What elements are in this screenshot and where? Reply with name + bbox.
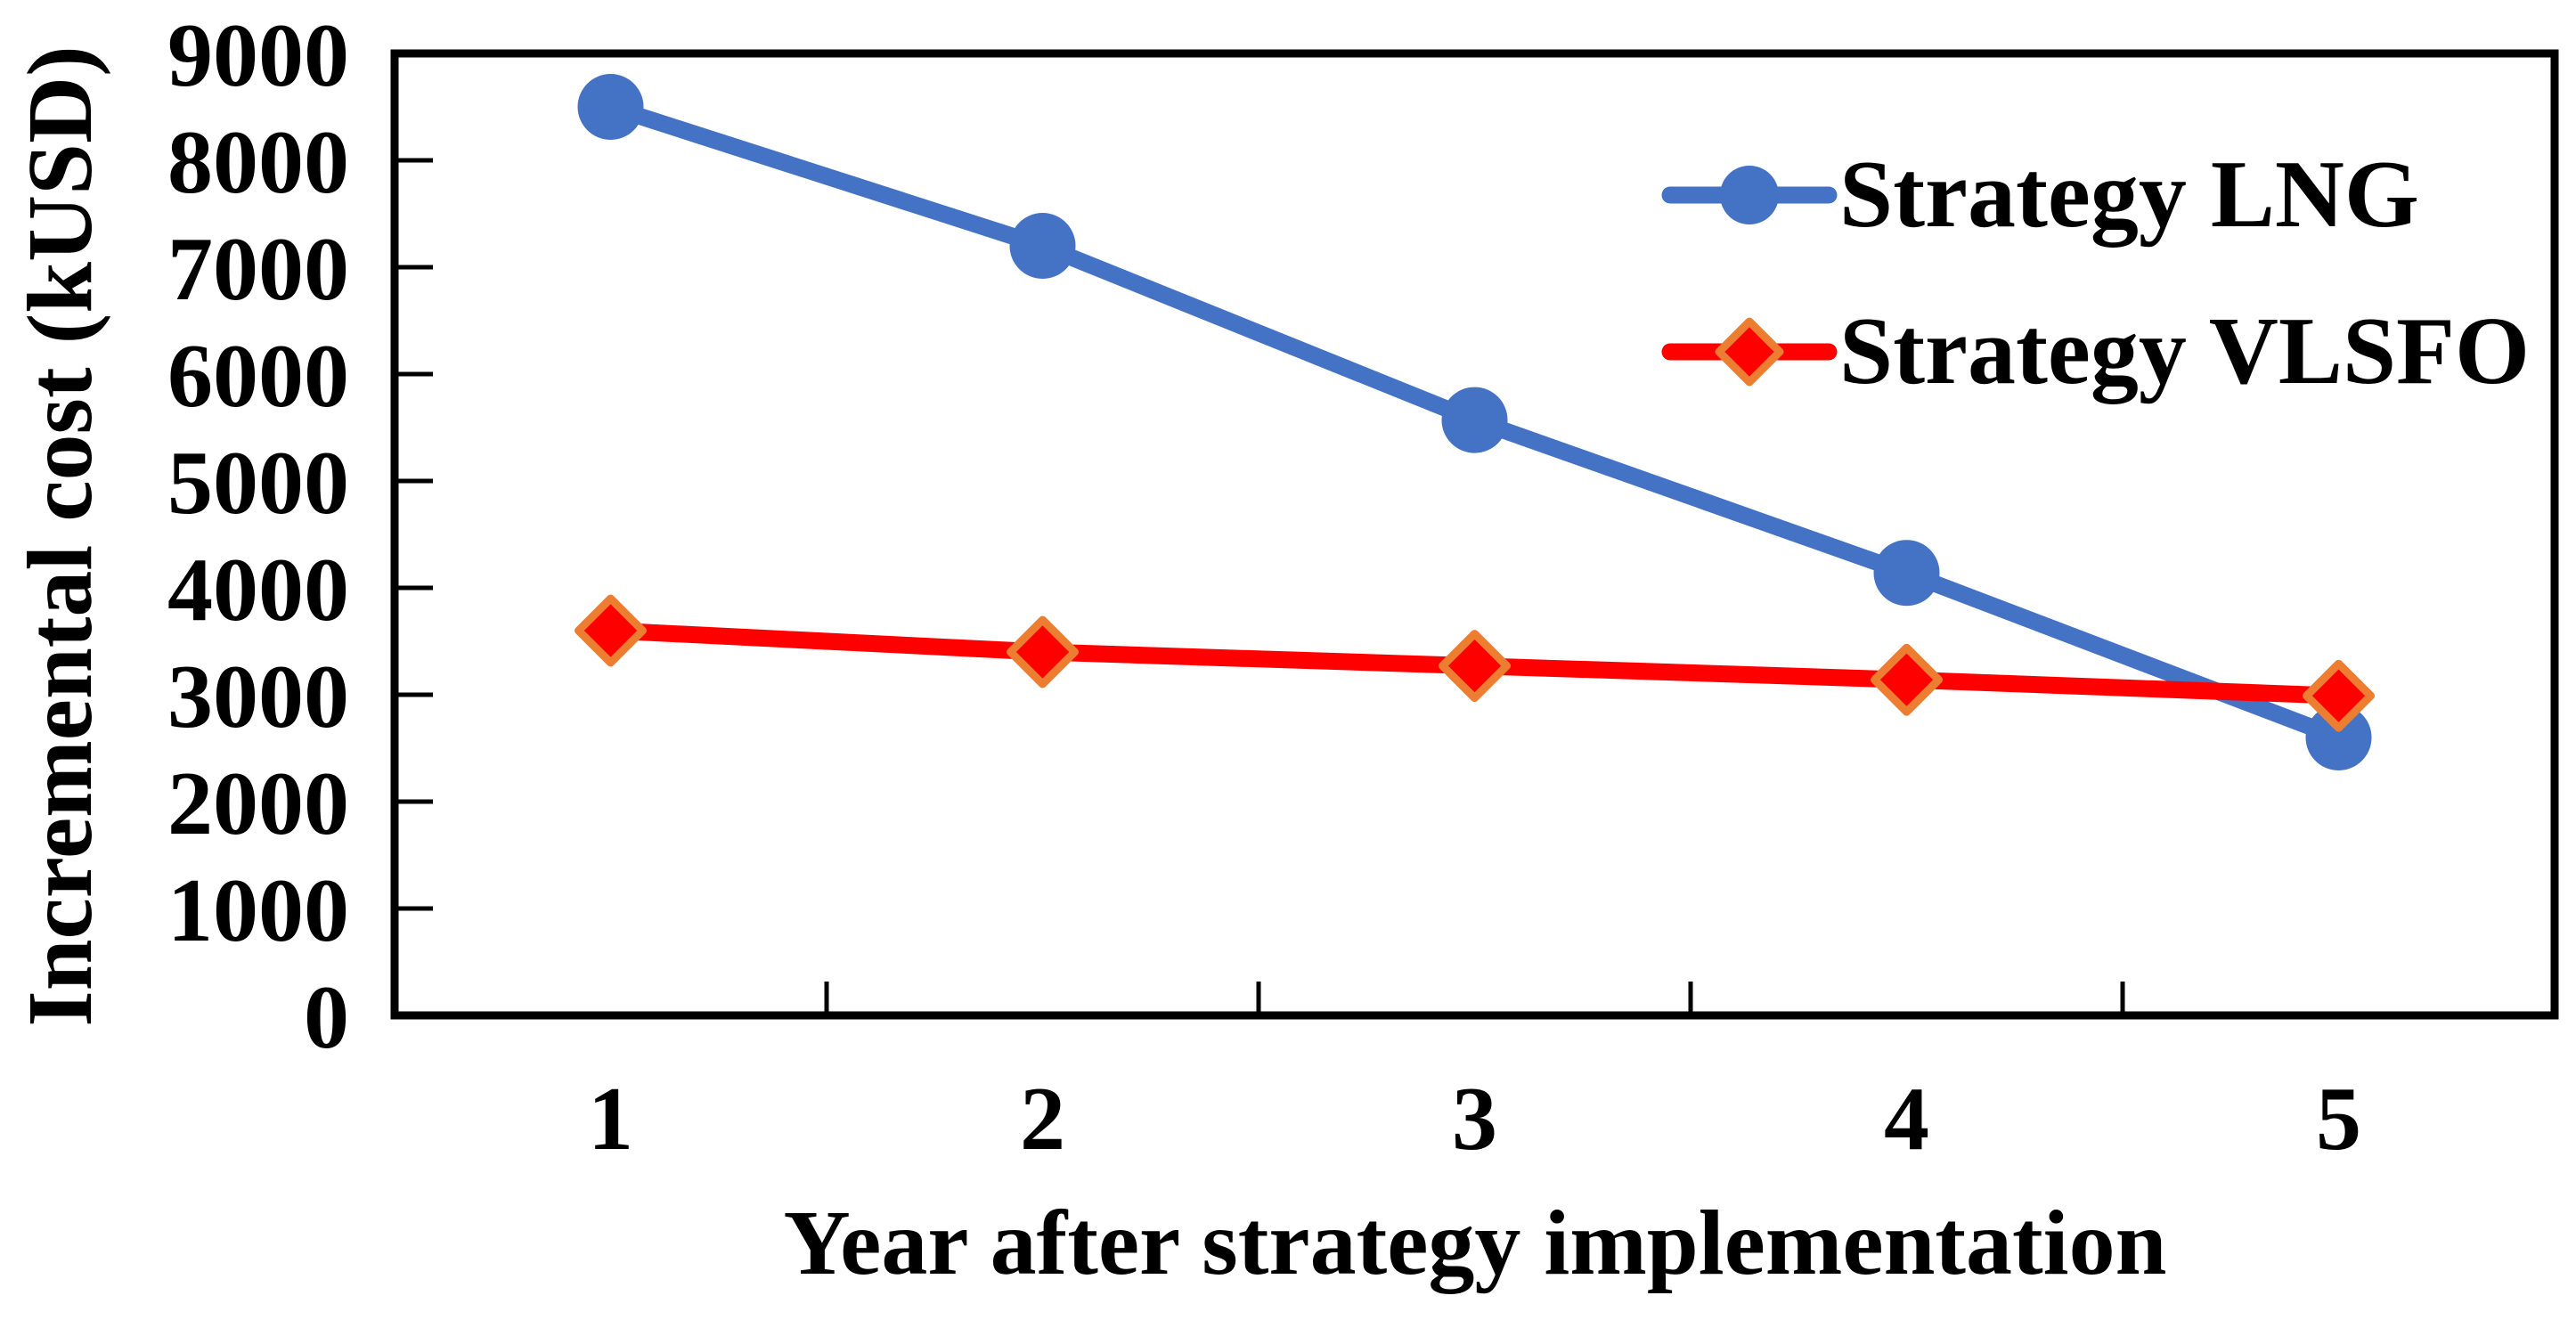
x-tick-label: 2 <box>1020 1069 1065 1169</box>
x-tick-label: 5 <box>2316 1069 2361 1169</box>
data-point-strategy-vlsfo-year-4 <box>1871 643 1943 716</box>
y-tick-label: 2000 <box>167 754 349 854</box>
data-point-strategy-lng-year-1 <box>577 74 644 140</box>
x-tick-label: 1 <box>588 1069 633 1169</box>
y-tick-label: 4000 <box>167 540 349 640</box>
lng-circle-marker-icon <box>1720 166 1779 224</box>
x-tick-label: 3 <box>1452 1069 1497 1169</box>
y-tick-label: 9000 <box>167 5 349 106</box>
data-point-strategy-lng-year-4 <box>1873 540 1940 607</box>
y-tick-label: 7000 <box>167 219 349 320</box>
data-point-strategy-lng-year-3 <box>1441 387 1508 453</box>
legend-label-vlsfo: Strategy VLSFO <box>1839 298 2530 404</box>
x-axis-ticks <box>824 982 2125 1014</box>
legend-item-lng: Strategy LNG <box>1661 142 2419 248</box>
x-tick-label: 4 <box>1884 1069 1929 1169</box>
y-tick-label: 1000 <box>167 860 349 961</box>
y-tick-label: 5000 <box>167 433 349 534</box>
data-point-strategy-lng-year-2 <box>1009 213 1076 279</box>
plot-area <box>390 49 2559 1020</box>
y-tick-label: 0 <box>304 967 349 1068</box>
x-axis-title: Year after strategy implementation <box>784 1192 2167 1294</box>
data-point-strategy-lng-year-5 <box>2305 705 2372 770</box>
y-tick-label: 6000 <box>167 326 349 427</box>
y-axis-ticks <box>395 158 433 911</box>
data-point-strategy-vlsfo-year-2 <box>1007 615 1079 689</box>
y-axis-title: Incremental cost (kUSD) <box>9 45 111 1027</box>
data-point-strategy-vlsfo-year-3 <box>1439 630 1511 703</box>
plot-border <box>390 49 2559 1020</box>
data-point-strategy-vlsfo-year-5 <box>2303 659 2375 732</box>
x-axis-tick-labels: 1 2 3 4 5 <box>588 1069 2361 1169</box>
legend-item-vlsfo: Strategy VLSFO <box>1661 298 2530 404</box>
legend: Strategy LNG Strategy VLSFO <box>1661 142 2530 404</box>
vlsfo-diamond-marker-icon <box>1715 317 1784 387</box>
data-series-layer <box>575 74 2375 770</box>
y-tick-label: 3000 <box>167 647 349 747</box>
legend-label-lng: Strategy LNG <box>1839 142 2419 248</box>
data-point-strategy-vlsfo-year-1 <box>575 594 647 667</box>
y-tick-label: 8000 <box>167 112 349 213</box>
